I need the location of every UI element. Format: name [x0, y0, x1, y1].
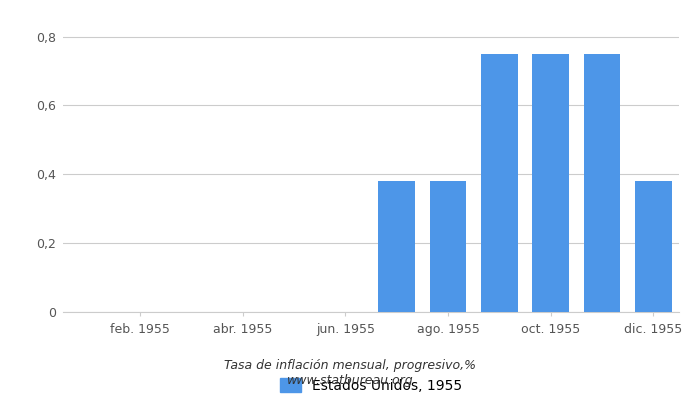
Text: Tasa de inflación mensual, progresivo,%: Tasa de inflación mensual, progresivo,% — [224, 360, 476, 372]
Bar — [430, 181, 466, 312]
Legend: Estados Unidos, 1955: Estados Unidos, 1955 — [274, 372, 468, 398]
Bar — [481, 54, 518, 312]
Bar — [584, 54, 620, 312]
Bar — [378, 181, 415, 312]
Bar — [532, 54, 569, 312]
Text: www.statbureau.org: www.statbureau.org — [287, 374, 413, 387]
Bar — [635, 181, 672, 312]
